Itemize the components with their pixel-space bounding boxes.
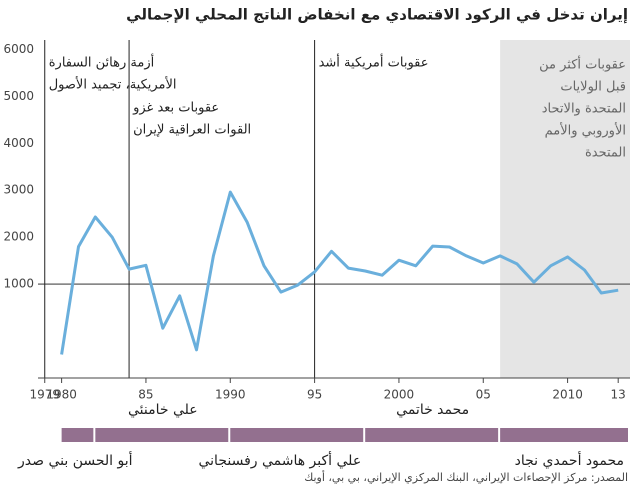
x-tick-label: 2010 — [552, 388, 583, 402]
x-tick-label: 05 — [476, 388, 491, 402]
leader-label: علي أكبر هاشمي رفسنجاني — [198, 451, 361, 469]
leader-label: محمود أحمدي نجاد — [515, 451, 624, 469]
data-line — [60, 190, 619, 355]
y-tick-label: 3000 — [3, 183, 34, 197]
annotation: الأوروبي والأمم — [545, 122, 626, 139]
annotation: قبل الولايات — [560, 80, 626, 95]
y-tick-label: 5000 — [3, 89, 34, 103]
x-tick-label: 13 — [611, 388, 626, 402]
leader-label: محمد خاتمي — [396, 402, 469, 418]
timeline-segment — [95, 428, 229, 442]
timeline-segment — [500, 428, 628, 442]
x-tick-label: 1979 — [29, 388, 60, 402]
leader-label: علي خامنئي — [128, 402, 198, 418]
timeline-segment — [230, 428, 364, 442]
y-tick-label: 4000 — [3, 136, 34, 150]
y-tick-label: 6000 — [3, 42, 34, 56]
annotation: أزمة رهائن السفارة — [49, 54, 154, 71]
chart-title: إيران تدخل في الركود الاقتصادي مع انخفاض… — [126, 6, 628, 25]
leader-label: أبو الحسن بني صدر — [17, 451, 133, 469]
x-tick-label: 85 — [138, 388, 153, 402]
timeline-segment — [365, 428, 499, 442]
annotation: الأمريكية، تجميد الأصول — [49, 76, 177, 93]
x-tick-label: 95 — [307, 388, 322, 402]
annotation: المتحدة — [585, 146, 626, 161]
annotation: عقوبات أمريكية أشد — [319, 54, 429, 71]
y-tick-label: 1000 — [3, 277, 34, 291]
y-tick-label: 2000 — [3, 230, 34, 244]
annotation: عقوبات أكثر من — [539, 56, 626, 73]
x-tick-label: 2000 — [384, 388, 415, 402]
source: المصدر: مركز الإحصاءات الإيراني، البنك ا… — [304, 470, 628, 484]
timeline-segment — [61, 428, 94, 442]
annotation: المتحدة والاتحاد — [542, 102, 626, 117]
annotation: القوات العراقية لإيران — [133, 123, 251, 138]
annotation: عقوبات بعد غزو — [132, 101, 219, 116]
x-tick-label: 1990 — [215, 388, 246, 402]
shaded-region — [500, 40, 630, 378]
x-tick-label: 1980 — [46, 388, 77, 402]
